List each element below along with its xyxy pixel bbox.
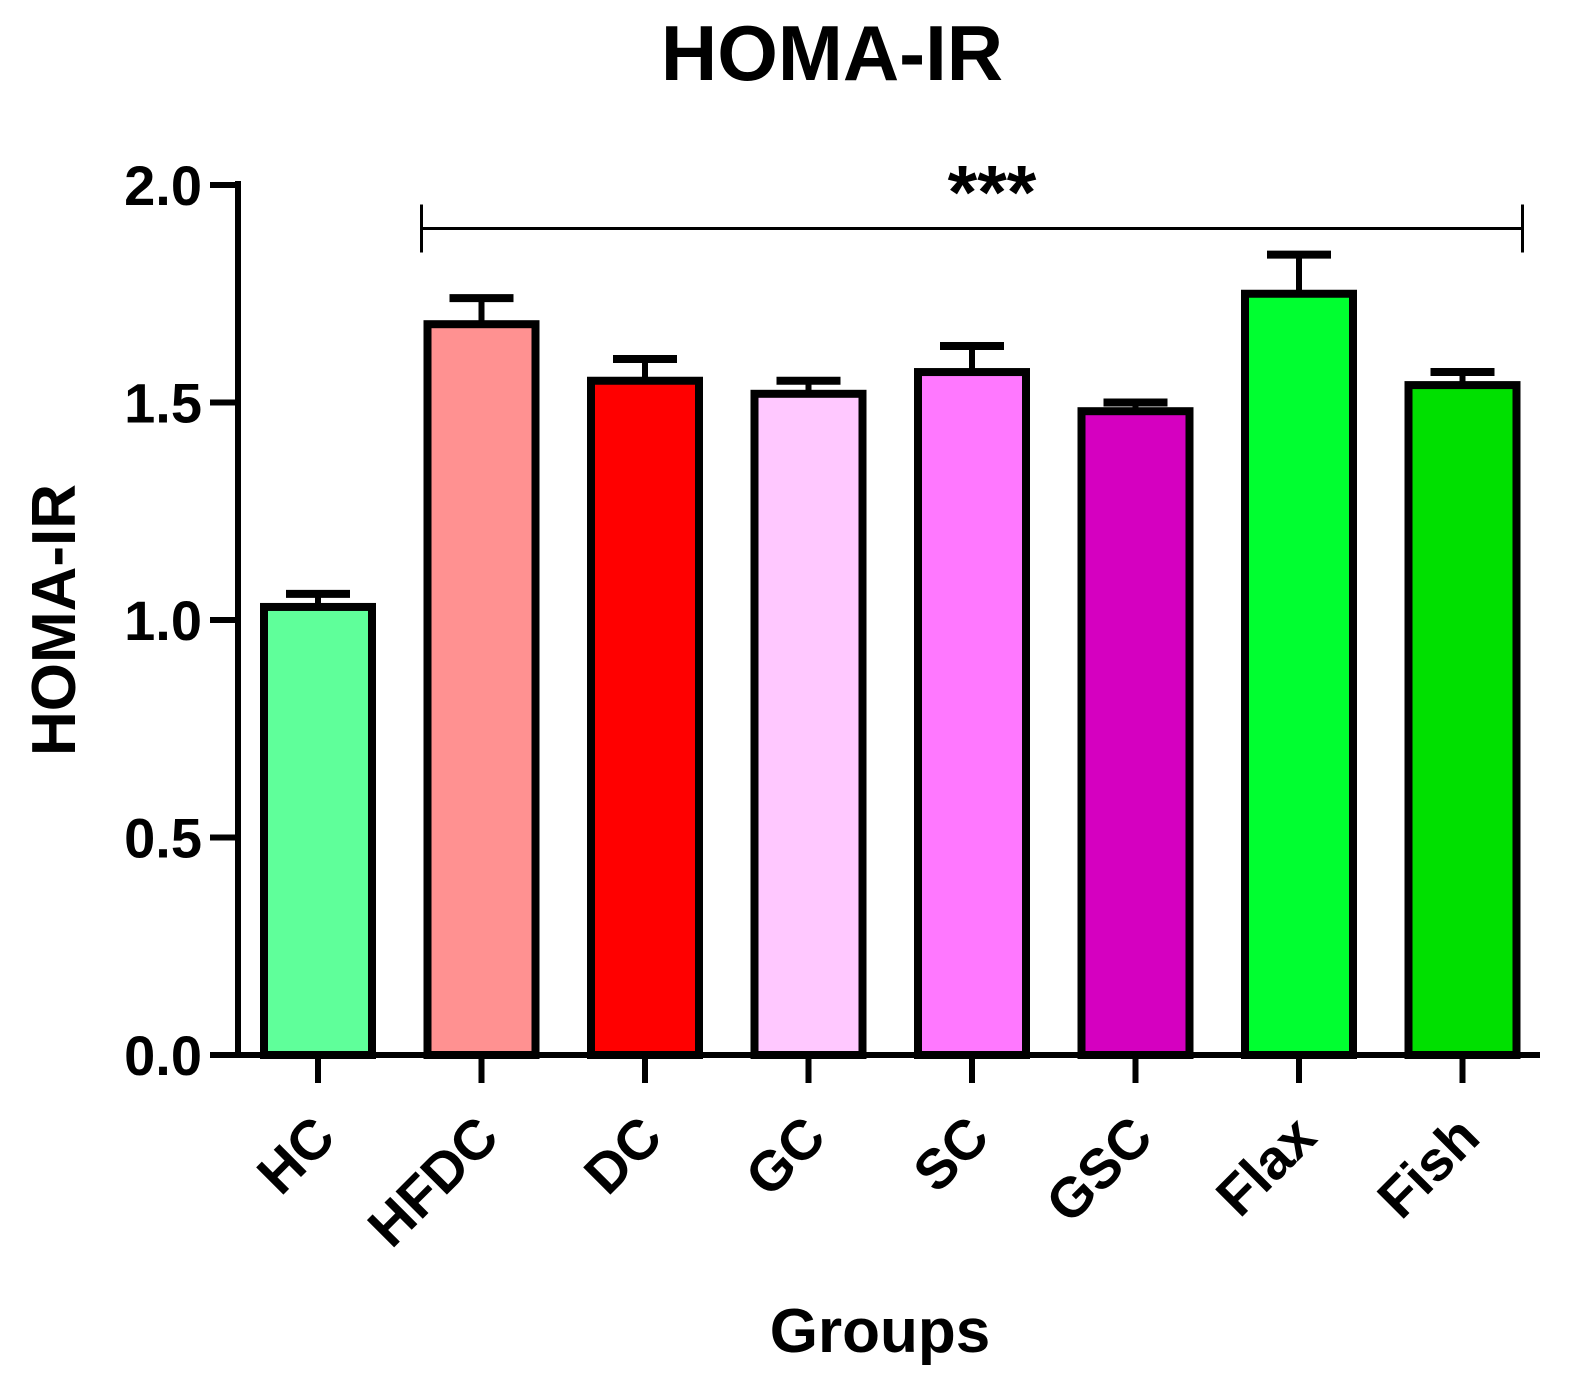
x-tick-label: Flax bbox=[1204, 1104, 1328, 1228]
bar bbox=[1241, 289, 1357, 1059]
x-tick-label: GC bbox=[733, 1104, 837, 1208]
x-tick-label: DC bbox=[572, 1104, 674, 1206]
significance-label: *** bbox=[948, 151, 1037, 236]
x-tick-label: GSC bbox=[1034, 1104, 1164, 1234]
x-axis-label: Groups bbox=[770, 1297, 990, 1366]
x-tick-label: Fish bbox=[1365, 1104, 1491, 1230]
y-tick-label: 2.0 bbox=[124, 154, 202, 217]
y-tick-label: 0.0 bbox=[124, 1024, 202, 1087]
plot-area: 0.0 0.5 1.0 1.5 2.0 HC HFDC DC GC SC GSC Flax Fish **… bbox=[124, 151, 1540, 1259]
x-tick-label: SC bbox=[901, 1104, 1001, 1204]
bar bbox=[914, 368, 1030, 1059]
bar bbox=[1077, 407, 1194, 1059]
bar bbox=[260, 602, 376, 1059]
bar bbox=[423, 320, 540, 1059]
y-tick-label: 1.0 bbox=[124, 589, 202, 652]
chart-title: HOMA-IR bbox=[661, 9, 1003, 97]
x-tick-label: HFDC bbox=[355, 1104, 510, 1259]
bar bbox=[1404, 381, 1521, 1060]
bar bbox=[750, 389, 867, 1059]
y-tick-label: 1.5 bbox=[124, 372, 202, 435]
y-tick-label: 0.5 bbox=[124, 807, 202, 870]
x-tick-label: HC bbox=[245, 1104, 347, 1206]
bar bbox=[587, 376, 703, 1059]
y-axis-label: HOMA-IR bbox=[20, 484, 89, 756]
